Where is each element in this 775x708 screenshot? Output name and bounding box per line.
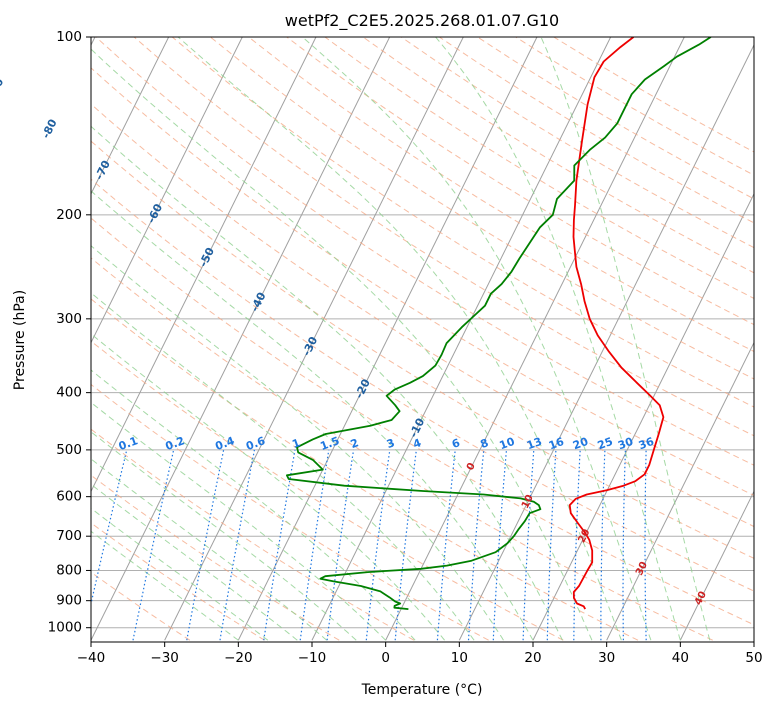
- isotherm-line: [385, 37, 685, 641]
- isotherm-line: [91, 37, 317, 493]
- dewpoint-trace: [286, 37, 712, 610]
- dry-adiabat: [210, 37, 754, 380]
- mixing-ratio-label: 1.5: [318, 434, 341, 453]
- y-tick-label: 700: [56, 528, 82, 544]
- mixing-ratio-line: [394, 449, 417, 641]
- dry-adiabat: [91, 340, 564, 641]
- x-tick-label: −10: [298, 650, 327, 666]
- y-tick-label: 1000: [48, 620, 82, 636]
- moist-adiabat: [91, 401, 387, 641]
- chart-title: wetPf2_C2E5.2025.268.01.07.G10: [285, 11, 559, 31]
- dry-adiabat: [324, 37, 754, 299]
- moist-adiabat: [302, 37, 652, 641]
- sounding-traces: [286, 37, 712, 610]
- x-tick-label: −30: [150, 650, 179, 666]
- y-tick-label: 400: [56, 385, 82, 401]
- x-tick-label: 30: [598, 650, 615, 666]
- y-tick-label: 100: [56, 29, 82, 45]
- mixing-ratio-label: 1: [290, 436, 302, 451]
- x-tick-label: 50: [745, 650, 762, 666]
- x-tick-label: 20: [524, 650, 541, 666]
- moist-adiabat: [540, 37, 711, 641]
- temperature-trace: [568, 37, 665, 610]
- hgz-temperature-label: 0: [465, 461, 478, 472]
- moist-adiabat: [91, 245, 504, 641]
- y-tick-label: 800: [56, 562, 82, 578]
- x-axis-label: Temperature (°C): [361, 682, 483, 698]
- dry-adiabat: [91, 67, 754, 497]
- dry-adiabat: [91, 103, 754, 528]
- isotherm-label: -90: [0, 76, 6, 100]
- mixing-ratio-label: 8: [479, 436, 491, 451]
- y-tick-label: 900: [56, 593, 82, 609]
- moist-adiabat: [91, 458, 328, 641]
- isotherm-line: [532, 192, 754, 641]
- mixing-ratio-label: 10: [498, 435, 517, 453]
- isotherm-line: [91, 37, 243, 344]
- moist-adiabat: [91, 190, 534, 641]
- moist-adiabat: [91, 333, 445, 641]
- y-axis-label: Pressure (hPa): [12, 290, 28, 390]
- mixing-ratio-label: 25: [596, 435, 615, 452]
- mixing-ratio-label: 6: [450, 436, 462, 451]
- isotherm-line: [606, 341, 754, 641]
- mixing-ratio-line: [365, 449, 391, 641]
- dry-adiabat: [91, 383, 489, 641]
- dry-adiabat: [171, 37, 754, 408]
- mixing-ratio-label: 20: [571, 435, 590, 453]
- y-tick-label: 500: [56, 442, 82, 458]
- dry-adiabat: [91, 474, 340, 641]
- mixing-ratio-label: 2: [349, 436, 361, 451]
- moist-adiabat: [91, 369, 416, 641]
- mixing-ratio-label: 0.4: [214, 434, 237, 453]
- moist-adiabat: [177, 37, 622, 641]
- line-labels: -100-90-80-70-60-50-40-30-20-10010203040…: [0, 76, 709, 607]
- mixing-ratio-label: 0.1: [117, 434, 140, 453]
- moist-adiabat: [91, 530, 239, 641]
- y-tick-label: 200: [56, 207, 82, 223]
- mixing-ratio-label: 16: [547, 435, 566, 453]
- mixing-ratio-line: [299, 449, 330, 641]
- x-tick-label: −40: [77, 650, 106, 666]
- mixing-ratio-label: 30: [616, 435, 635, 453]
- dry-adiabat: [91, 140, 754, 559]
- mixing-ratio-line: [263, 449, 296, 641]
- dry-adiabat: [91, 178, 754, 592]
- isotherm-line: [91, 37, 170, 195]
- moist-adiabat: [91, 125, 563, 641]
- mixing-ratio-label: 0.2: [164, 434, 187, 453]
- mixing-ratio-label: 13: [525, 435, 544, 452]
- moist-adiabat: [435, 37, 681, 641]
- isotherm-line: [679, 490, 754, 641]
- background-lines: [91, 37, 754, 641]
- isotherm-line: [164, 37, 464, 641]
- isotherm-line: [237, 37, 538, 641]
- x-tick-label: −20: [224, 650, 253, 666]
- moist-adiabat: [91, 292, 475, 641]
- dry-adiabat: [248, 37, 754, 353]
- mixing-ratio-label: 3: [385, 436, 397, 451]
- svg-text:0: 0: [465, 461, 478, 472]
- dry-adiabat: [91, 217, 754, 626]
- plot-frame: [90, 36, 755, 643]
- y-tick-label: 300: [56, 311, 82, 327]
- svg-text:-90: -90: [0, 76, 6, 100]
- moist-adiabat: [91, 431, 357, 641]
- dry-adiabat: [91, 571, 191, 641]
- mixing-ratio-label: 0.6: [244, 434, 267, 453]
- dry-adiabat: [95, 37, 754, 466]
- axes: −40 −30 −20 −10 0 10 20 30 40 5010020030040050060…: [48, 29, 763, 666]
- y-tick-label: 600: [56, 489, 82, 505]
- x-tick-label: 40: [672, 650, 689, 666]
- isotherm-line: [91, 37, 391, 641]
- dry-adiabat: [91, 257, 713, 641]
- x-tick-label: 10: [451, 650, 468, 666]
- mixing-ratio-label: 4: [411, 436, 423, 451]
- x-tick-label: 0: [381, 650, 390, 666]
- mixing-ratio-label: 36: [637, 435, 656, 453]
- mixing-ratio-line: [326, 449, 355, 641]
